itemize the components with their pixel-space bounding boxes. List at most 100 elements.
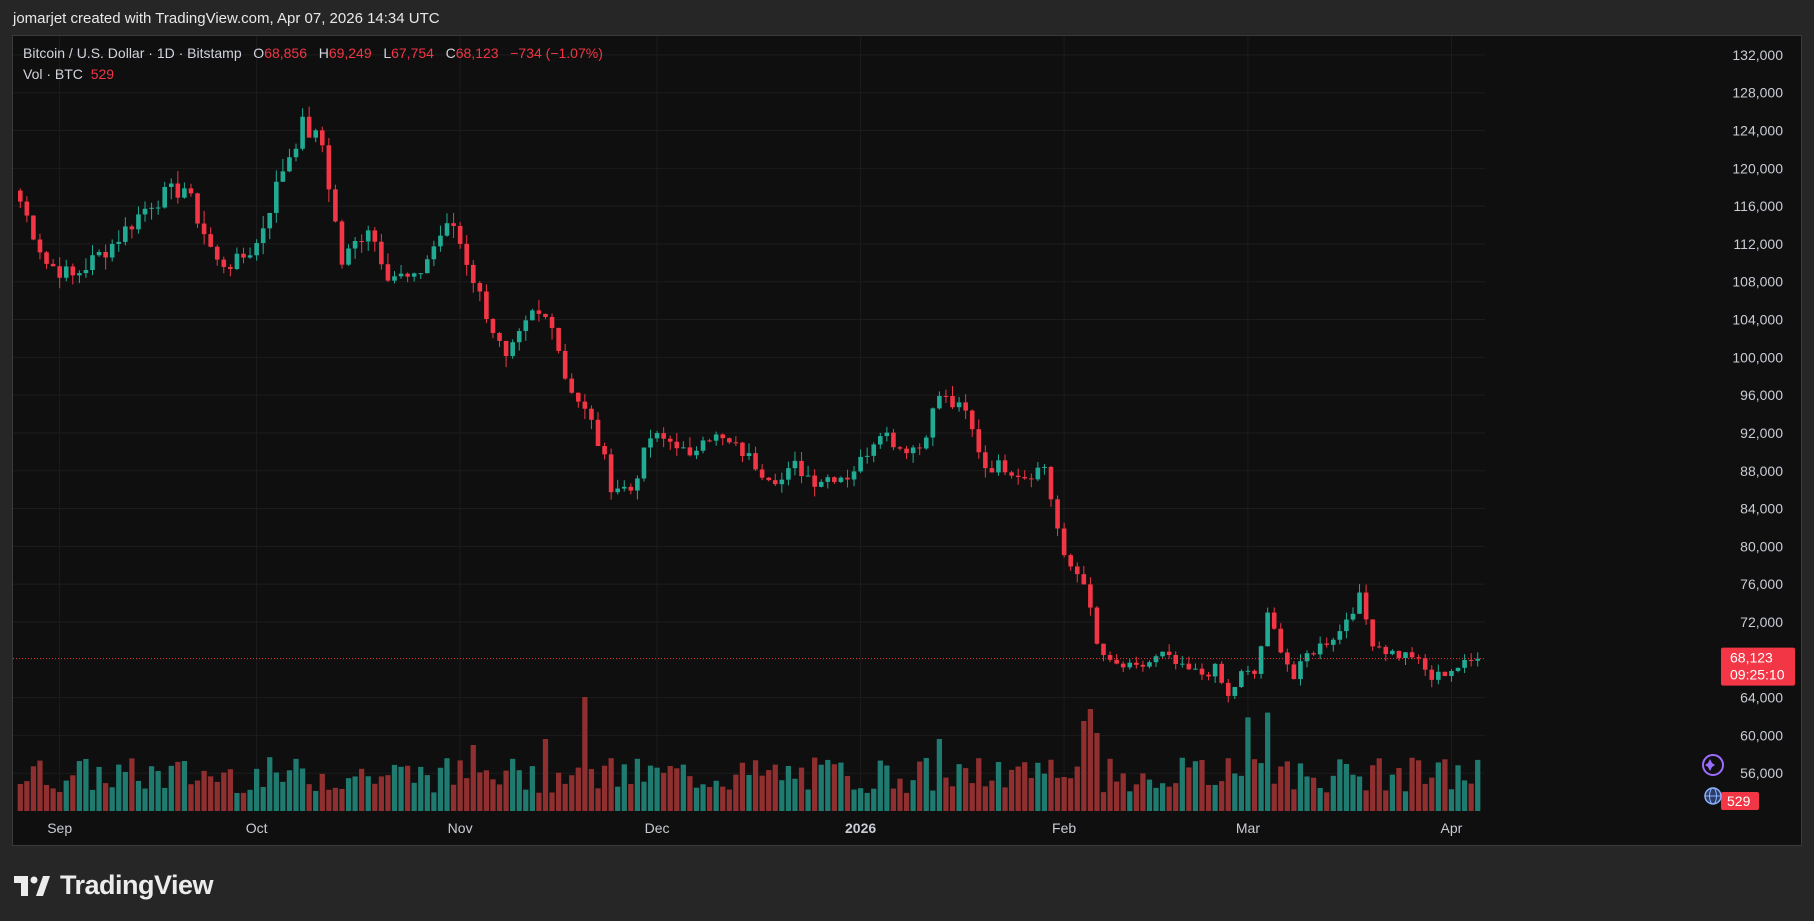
volume-bar	[1166, 786, 1172, 811]
chart-frame[interactable]: 132,000 128,000 124,000 120,000 116,000 112,0…	[12, 35, 1802, 846]
candle-body	[1449, 671, 1454, 677]
candle-body	[149, 207, 154, 209]
candle-body	[1416, 657, 1421, 659]
volume-bar	[385, 775, 391, 811]
volume-bar	[647, 765, 654, 811]
volume-bar	[1081, 721, 1087, 811]
candle-body	[359, 241, 364, 243]
volume-bar	[890, 788, 897, 811]
tradingview-logo[interactable]: TradingView	[14, 870, 214, 901]
brand-name: TradingView	[60, 870, 214, 900]
volume-bar	[674, 768, 680, 811]
candle-body	[1357, 592, 1362, 614]
volume-bar	[135, 780, 142, 811]
volume-bar	[57, 791, 63, 811]
price-chart[interactable]: 132,000 128,000 124,000 120,000 116,000 112,0…	[13, 36, 1801, 845]
volume-bar	[812, 757, 818, 811]
time-tick-label: Nov	[448, 820, 473, 836]
volume-bar	[464, 778, 470, 811]
candlesticks	[17, 106, 1481, 703]
volume-bar	[1179, 757, 1185, 811]
volume-bar	[1238, 775, 1245, 811]
volume-label[interactable]: Vol · BTC	[23, 66, 83, 82]
candle-body	[694, 450, 699, 456]
candle-body	[444, 223, 450, 236]
volume-bar	[1435, 762, 1441, 811]
volume-bar	[404, 765, 411, 811]
volume-bar	[884, 765, 890, 811]
volume-bar	[1448, 789, 1455, 811]
volume-bar	[1396, 767, 1402, 811]
candle-body	[956, 402, 962, 408]
candle-body	[1311, 653, 1316, 655]
symbol-label[interactable]: Bitcoin / U.S. Dollar · 1D · Bitstamp	[23, 45, 242, 61]
candle-body	[897, 447, 903, 449]
price-tick-label: 124,000	[1732, 123, 1783, 139]
candle-body	[864, 455, 870, 457]
candle-body	[530, 310, 535, 321]
volume-bar	[542, 739, 549, 811]
candle-body	[766, 477, 771, 481]
candle-body	[1468, 659, 1474, 661]
grid-lines	[13, 36, 1485, 811]
volume-bar	[628, 784, 634, 811]
candle-body	[1324, 643, 1330, 645]
volume-bar	[1002, 787, 1008, 811]
volume-bar	[1304, 776, 1310, 811]
volume-bar	[877, 760, 883, 811]
candle-body	[57, 266, 62, 278]
candle-body	[50, 263, 56, 267]
candle-body	[228, 266, 233, 269]
volume-bar	[1284, 761, 1290, 811]
volume-bar	[739, 762, 746, 811]
volume-bar	[17, 783, 23, 811]
assistant-sparkle-icon[interactable]	[1702, 754, 1724, 776]
price-badge-value: 68,123	[1730, 650, 1773, 666]
volume-bar	[339, 788, 345, 811]
volume-bar	[746, 774, 752, 811]
volume-bar	[779, 780, 785, 811]
volume-bar	[175, 761, 181, 811]
volume-bar	[345, 778, 352, 811]
candle-body	[195, 193, 200, 224]
volume-bar	[759, 775, 765, 811]
price-axis[interactable]: 132,000 128,000 124,000 120,000 116,000 112,0…	[1732, 47, 1783, 781]
candle-body	[923, 437, 929, 449]
volume-bar	[1146, 779, 1153, 811]
volume-bar	[910, 780, 916, 811]
volume-bar	[1356, 776, 1363, 811]
volume-bar	[766, 770, 772, 811]
volume-bar	[326, 789, 332, 811]
volume-bar	[1370, 765, 1376, 811]
volume-bar	[923, 757, 929, 811]
candle-body	[674, 441, 680, 449]
volume-bar	[641, 781, 647, 811]
volume-bar	[785, 765, 792, 811]
volume-bar	[930, 790, 936, 811]
globe-icon[interactable]	[1704, 787, 1722, 805]
time-axis[interactable]: Sep Oct Nov Dec 2026 Feb Mar Apr	[47, 820, 1462, 836]
candle-body	[858, 456, 863, 472]
volume-bar	[1041, 773, 1048, 811]
volume-bar	[798, 767, 805, 811]
candle-body	[825, 477, 831, 482]
candle-body	[621, 486, 627, 489]
candle-body	[969, 410, 975, 430]
volume-bar	[963, 768, 969, 811]
candle-body	[372, 230, 378, 242]
candle-body	[1409, 652, 1415, 658]
close-value: 68,123	[455, 45, 499, 61]
candle-body	[365, 230, 371, 242]
candle-body	[1462, 659, 1467, 668]
price-tick-label: 76,000	[1740, 576, 1783, 592]
candle-body	[392, 276, 397, 281]
candle-body	[24, 201, 30, 216]
candle-body	[1422, 658, 1428, 670]
candle-body	[661, 433, 666, 439]
volume-bar	[43, 784, 50, 811]
candle-body	[90, 255, 95, 271]
candle-body	[241, 253, 246, 258]
candle-body	[884, 432, 890, 437]
volume-bar	[1271, 783, 1277, 811]
volume-bar	[1127, 791, 1133, 811]
